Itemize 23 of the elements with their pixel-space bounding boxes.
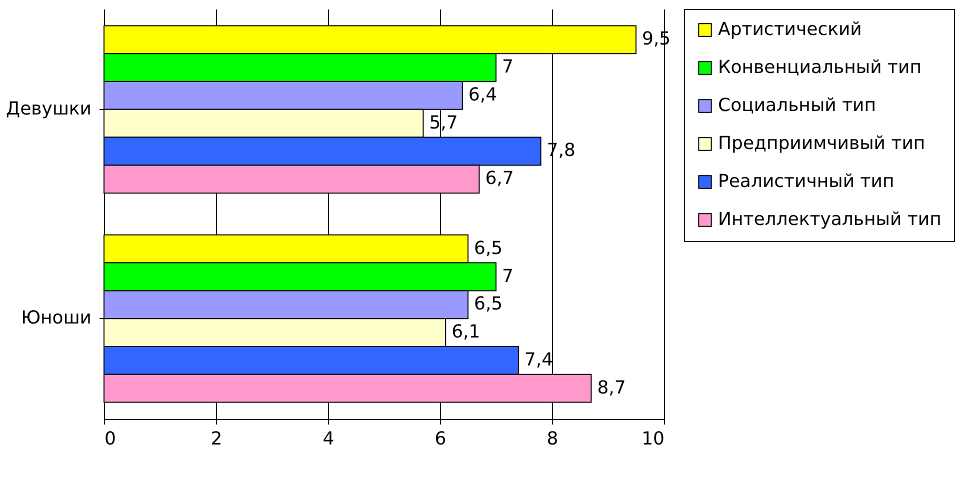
data-label: 7: [502, 56, 514, 78]
x-tick-label: 10: [642, 428, 664, 450]
legend-label: Интеллектуальный тип: [718, 209, 942, 230]
legend-label: Конвенциальный тип: [718, 57, 922, 78]
x-tick-label: 8: [546, 428, 558, 450]
data-label: 6,5: [474, 294, 503, 315]
legend-label: Социальный тип: [718, 95, 876, 116]
data-label: 7: [502, 266, 514, 287]
y-tick-label: Девушки: [6, 98, 92, 120]
data-label: 6,4: [468, 84, 498, 106]
x-tick-label: 0: [104, 428, 116, 450]
x-tick-label: 6: [434, 428, 446, 450]
legend-label: Реалистичный тип: [718, 171, 894, 192]
data-label: 8,7: [597, 377, 626, 398]
legend-label: Артистический: [718, 19, 862, 40]
data-label: 6,5: [474, 238, 503, 259]
legend-label: Предприимчивый тип: [718, 133, 926, 154]
y-tick-label: Юноши: [21, 308, 92, 329]
data-label: 6,1: [452, 322, 480, 343]
data-label: 6,7: [485, 168, 514, 190]
x-tick-label: 2: [210, 428, 222, 450]
data-label: 7,4: [524, 349, 554, 370]
x-tick-label: 4: [322, 428, 334, 450]
